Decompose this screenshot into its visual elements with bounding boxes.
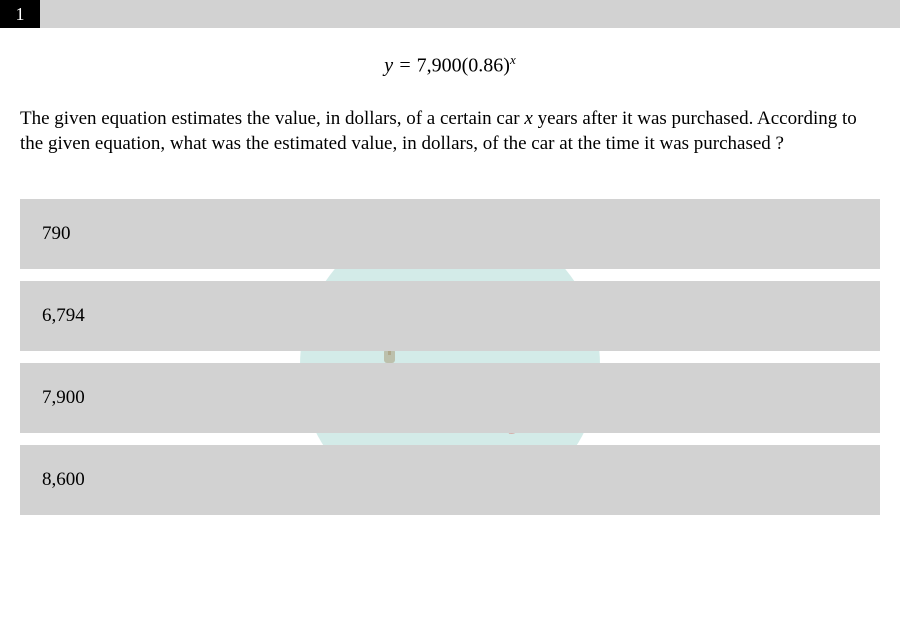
answer-option[interactable]: 6,794 — [20, 281, 880, 351]
answer-options: 790 6,794 7,900 8,600 — [20, 199, 880, 515]
prompt-part-1: The given equation estimates the value, … — [20, 108, 524, 129]
equation-coeff: 7,900 — [417, 55, 462, 77]
equation-exponent: x — [510, 52, 516, 67]
answer-option-label: 7,900 — [42, 387, 85, 409]
answer-option[interactable]: 790 — [20, 199, 880, 269]
question-prompt: The given equation estimates the value, … — [20, 106, 880, 157]
question-header-bar: 1 — [0, 0, 900, 28]
answer-option-label: 6,794 — [42, 305, 85, 327]
equation-eq: = — [393, 55, 417, 77]
answer-option[interactable]: 7,900 — [20, 363, 880, 433]
prompt-variable: x — [524, 108, 532, 129]
equation-lhs: y — [384, 55, 393, 77]
equation-base: (0.86) — [462, 55, 510, 77]
answer-option-label: 790 — [42, 223, 71, 245]
answer-option-label: 8,600 — [42, 469, 85, 491]
answer-option[interactable]: 8,600 — [20, 445, 880, 515]
equation-display: y = 7,900(0.86)x — [0, 52, 900, 78]
question-number-badge: 1 — [0, 0, 40, 28]
